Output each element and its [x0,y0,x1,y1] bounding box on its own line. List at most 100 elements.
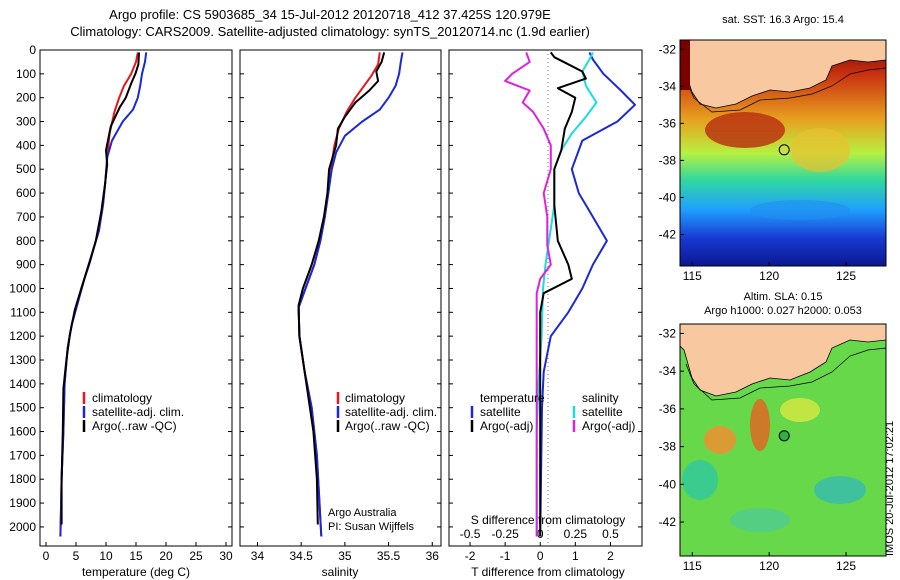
x-tick-label: 34 [251,549,265,563]
map-y-tick-label: -34 [659,79,677,93]
sla-low-patch-1 [682,460,718,500]
sla-float-marker [778,430,790,442]
salinity-xlabel: salinity [322,565,359,579]
temperature-lines [59,52,148,537]
x2-tick-label: -0.5 [460,527,481,541]
y-tick-label: 1500 [9,401,36,415]
y-tick-label: 1900 [9,496,36,510]
map-y-tick-label: -40 [659,477,677,491]
sla-high-patch-1 [704,426,736,454]
legend-label-t-satellite: satellite [480,405,521,419]
legend-label-s-satellite: satellite [582,405,623,419]
legend-label-t-argo: Argo(-adj) [480,419,533,433]
x-tick-label: 36 [426,549,440,563]
sla-land [680,324,886,397]
x-tick-label: 20 [159,549,173,563]
map-y-tick-label: -42 [659,515,677,529]
sla-map-title-line1: Altim. SLA: 0.15 [743,291,823,303]
sla-low-patch-2 [814,476,866,504]
series-line-t-argo-adj- [539,51,587,537]
sst-float-marker [778,144,790,156]
map-y-tick-label: -32 [659,42,677,56]
temperature-legend: climatology satellite-adj. clim. Argo(..… [82,391,184,433]
sla-isobath [685,347,886,401]
figure-title-line2: Climatology: CARS2009. Satellite-adjuste… [70,24,590,39]
map-y-tick-label: -40 [659,190,677,204]
map-x-tick-label: 125 [836,559,856,573]
x-tick-label: 5 [73,549,80,563]
y-tick-label: 1400 [9,377,36,391]
map-y-tick-label: -36 [659,402,677,416]
x-tick-label: 0 [537,549,544,563]
x-tick-label: 35 [338,549,352,563]
y-tick-label: 200 [16,91,36,105]
legend-label-argo: Argo(..raw -QC) [92,419,177,433]
sst-map-frame [679,39,887,267]
series-line-s-argo-adj- [504,52,552,537]
credit-line2: PI: Susan Wijffels [328,521,414,533]
x-tick-label: 15 [129,549,143,563]
map-y-tick-label: -42 [659,228,677,242]
y-tick-label: 1000 [9,281,36,295]
sla-high-patch-2 [750,399,770,451]
sst-map-title: sat. SST: 16.3 Argo: 15.4 [722,14,844,26]
sst-isobath [685,67,886,113]
map-x-tick-label: 115 [683,559,702,573]
imos-timestamp: IMOS 20-Jul-2012 17:02:21 [884,421,896,556]
difference-lines [504,51,636,537]
x-tick-label: 0 [43,549,50,563]
map-x-tick-label: 120 [759,269,779,283]
series-line-argo-raw-qc- [297,52,386,525]
y-tick-label: 700 [16,210,36,224]
difference-panel-frame [448,49,643,547]
y-tick-label: 1100 [10,305,36,319]
legend-header-salinity: salinity [582,391,619,405]
legend-label-satellite: satellite-adj. clim. [92,405,184,419]
x-tick-label: 35.5 [377,549,401,563]
temperature-panel-frame [39,49,233,547]
map-y-tick-label: -32 [659,326,677,340]
legend-label-climatology: climatology [345,391,405,405]
x2-tick-label: 0.25 [564,527,588,541]
map-y-tick-label: -36 [659,116,677,130]
series-line-satellite-adj-clim- [297,52,404,537]
y-tick-label: 1600 [9,425,36,439]
y-tick-label: 500 [16,162,36,176]
x-tick-label: -1 [500,549,511,563]
sst-mid-patch [790,128,850,172]
profile-axes: 0 5 10 15 20 25 300100200300400500600700800900… [9,43,642,563]
map-axes: 115 120 125 -32 -34 -36 -38 -40 -42 115 120 125 -32 -… [659,42,857,573]
y-tick-label: 800 [16,234,36,248]
y-tick-label: 100 [16,67,36,81]
y-tick-label: 600 [16,186,36,200]
sst-coastal-warm [680,40,690,90]
series-line-satellite-adj-clim- [59,52,148,537]
salinity-legend: climatology satellite-adj. clim. Argo(..… [336,391,437,433]
legend-label-argo: Argo(..raw -QC) [345,419,430,433]
map-x-tick-label: 125 [836,269,856,283]
map-x-tick-label: 115 [683,269,702,283]
x-tick-label: 1 [572,549,579,563]
x-tick-label: -2 [465,549,476,563]
figure-title-line1: Argo profile: CS 5903685_34 15-Jul-2012 … [109,7,551,22]
map-x-tick-label: 120 [759,559,779,573]
sst-cool-patch [750,200,850,220]
sla-map-frame [679,323,887,557]
series-line-argo-raw-qc- [60,52,140,525]
series-line-t-satellite [539,51,636,537]
y-tick-label: 2000 [9,520,36,534]
y-tick-label: 1300 [9,353,36,367]
y-tick-label: 1700 [9,448,36,462]
sst-warm-patch [705,112,785,148]
legend-header-temperature: temperature [480,391,545,405]
series-line-climatology [59,52,139,537]
legend-label-climatology: climatology [92,391,152,405]
credit-line1: Argo Australia [328,507,397,519]
difference-legend: temperature salinity satellite Argo(-adj… [470,391,635,433]
sla-mid-patch [780,398,820,422]
legend-label-satellite: satellite-adj. clim. [345,405,437,419]
difference-x2label: S difference from climatology [471,513,626,527]
x-tick-label: 34.5 [289,549,313,563]
salinity-lines [297,52,404,537]
y-tick-label: 1800 [9,472,36,486]
